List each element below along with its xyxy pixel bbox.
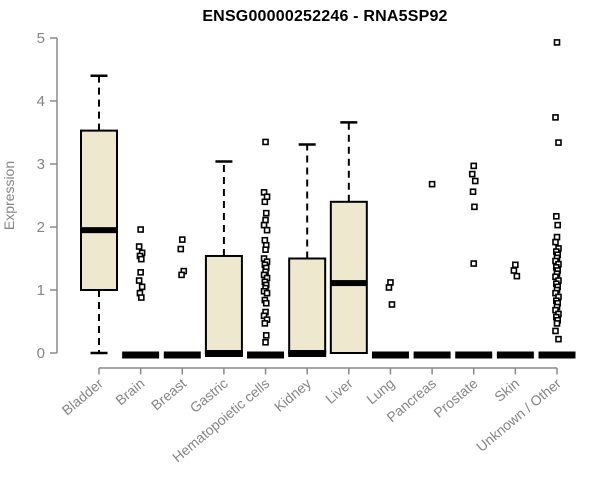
box (329, 200, 368, 354)
x-axis-label-kidney: Kidney (271, 375, 314, 415)
outlier-point (262, 332, 270, 339)
outlier-point (471, 177, 479, 185)
y-tick-label: 2 (37, 219, 45, 236)
x-axis-label-prostate: Prostate (430, 375, 480, 421)
x-axis-label-liver: Liver (322, 375, 356, 407)
x-axis-label-breast: Breast (148, 375, 189, 413)
boxplot-unknown-other (538, 39, 576, 359)
outlier-point (469, 188, 477, 196)
outlier-point (470, 260, 478, 267)
outlier-point (553, 39, 561, 46)
y-tick-label: 1 (37, 282, 45, 299)
outlier-point (471, 203, 478, 211)
outlier-point (552, 114, 559, 121)
outlier-point (552, 327, 559, 335)
y-tick-label: 0 (37, 345, 45, 362)
median-line (204, 350, 243, 357)
boxplot-lung (371, 279, 409, 359)
outlier-point (177, 245, 185, 253)
boxplot-skin (496, 261, 534, 359)
x-axis-label-brain: Brain (112, 375, 147, 408)
outlier-point (385, 284, 393, 291)
outlier-point (262, 138, 269, 146)
y-axis: 0 1 2 3 4 5 Expression (1, 30, 58, 362)
boxplot-kidney (288, 143, 327, 357)
x-axis-label-lung: Lung (363, 375, 397, 407)
y-axis-title: Expression (1, 161, 17, 230)
outlier-point (178, 271, 185, 279)
collapsed-box (455, 351, 493, 359)
boxplot-brain (122, 226, 160, 359)
outlier-point (262, 246, 269, 253)
collapsed-box (122, 351, 160, 359)
boxplot-prostate (455, 162, 493, 359)
boxplot-bladder (80, 74, 118, 355)
chart-title: ENSG00000252246 - RNA5SP92 (202, 8, 448, 25)
y-tick-label: 5 (37, 30, 45, 47)
outlier-point (468, 170, 476, 178)
outlier-point (137, 269, 144, 276)
outlier-point (137, 226, 144, 233)
outlier-point (262, 338, 269, 346)
outlier-point (555, 139, 562, 146)
outlier-point (178, 236, 186, 243)
collapsed-box (163, 351, 201, 359)
collapsed-box (538, 351, 576, 359)
collapsed-box (496, 351, 534, 359)
outlier-point (138, 294, 145, 301)
outlier-point (262, 299, 270, 307)
boxplot-breast (163, 236, 201, 359)
outlier-point (470, 162, 478, 170)
box (204, 254, 243, 354)
y-tick-label: 4 (37, 93, 45, 110)
outlier-point (261, 320, 269, 327)
outlier-point (552, 238, 559, 246)
collapsed-box (247, 351, 285, 359)
box (288, 257, 327, 354)
outlier-point (513, 272, 521, 280)
outlier-point (388, 301, 396, 308)
outlier-point (138, 255, 145, 263)
boxplot-pancreas (413, 180, 451, 359)
boxplot-liver (329, 121, 368, 354)
x-axis-label-bladder: Bladder (59, 375, 107, 418)
collapsed-box (413, 351, 451, 359)
outlier-point (263, 226, 271, 234)
outlier-point (510, 267, 518, 274)
median-line (81, 227, 117, 234)
outlier-point (135, 277, 143, 284)
outlier-point (428, 180, 436, 188)
collapsed-box (371, 351, 409, 359)
outlier-point (552, 212, 560, 220)
median-line (330, 280, 367, 287)
y-tick-label: 3 (37, 156, 45, 173)
outlier-point (553, 320, 561, 327)
x-axis-label-skin: Skin (491, 375, 522, 405)
outlier-point (512, 261, 519, 269)
outlier-point (261, 198, 269, 206)
boxplot-hematopoietic-cells (247, 138, 285, 359)
outlier-point (555, 335, 562, 343)
outlier-point (135, 243, 143, 250)
outlier-point (554, 221, 562, 229)
outlier-point (138, 283, 146, 291)
box (80, 129, 118, 291)
outlier-point (263, 289, 271, 297)
outlier-point (262, 209, 270, 217)
median-line (288, 350, 327, 357)
boxplot-gastric (204, 160, 243, 357)
